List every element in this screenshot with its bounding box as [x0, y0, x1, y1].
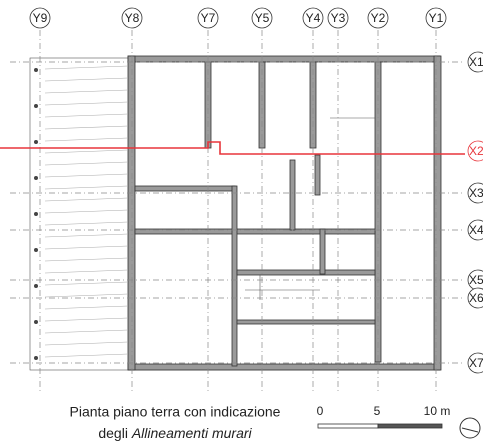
scale-label: 10 m: [424, 404, 451, 418]
pillar: [34, 248, 38, 252]
wall: [434, 56, 441, 370]
hatch-line: [45, 198, 128, 201]
hatch-line: [45, 150, 128, 153]
axis-label: Y9: [33, 11, 48, 25]
axis-label: Y8: [125, 11, 140, 25]
pillar: [34, 356, 38, 360]
north-arrow: [462, 428, 478, 432]
hatch-line: [45, 270, 128, 273]
wall: [290, 160, 295, 230]
hatch-line: [45, 318, 128, 321]
caption-text: degli: [98, 425, 128, 441]
hatch-line: [45, 342, 128, 345]
hatch-line: [45, 306, 128, 309]
wall: [128, 364, 440, 370]
axis-label: X1: [469, 55, 483, 69]
axis-label: X5: [469, 273, 483, 287]
scale-bar: 0 5 10 m: [317, 404, 480, 438]
hatch-line: [45, 354, 128, 357]
hatch-line: [45, 330, 128, 333]
caption-italic: Allineamenti murari: [131, 425, 253, 441]
axis-label: Y1: [429, 11, 444, 25]
axis-labels: Y9 Y8 Y7 Y5 Y4 Y3 Y2 Y1 X1 X2 X3 X4 X5 X6 X7: [30, 8, 483, 373]
axis-label: X2: [469, 144, 483, 158]
scale-label: 5: [374, 404, 381, 418]
wall: [237, 270, 375, 275]
hatch-line: [45, 114, 128, 117]
pillar: [34, 140, 38, 144]
hatch-line: [45, 222, 128, 225]
hatch-line: [45, 138, 128, 141]
hatch-line: [45, 90, 128, 93]
hatch-line: [45, 66, 128, 69]
axis-label: X6: [469, 291, 483, 305]
hatch-line: [45, 162, 128, 165]
hatch-line: [45, 78, 128, 81]
hatch-line: [45, 246, 128, 249]
grid: [10, 30, 465, 392]
hatch-line: [45, 126, 128, 129]
pillar: [34, 104, 38, 108]
wall: [320, 229, 325, 274]
hatch-line: [45, 258, 128, 261]
portico-hatch: [34, 66, 128, 360]
wall: [232, 186, 237, 366]
axis-label: X3: [469, 186, 483, 200]
scale-label: 0: [317, 404, 324, 418]
scale-segment: [318, 424, 378, 428]
axis-label: Y4: [306, 11, 321, 25]
axis-label: X4: [469, 223, 483, 237]
wall: [135, 186, 235, 191]
caption: degli Allineamenti murari: [98, 425, 252, 441]
floor-plan: Y9 Y8 Y7 Y5 Y4 Y3 Y2 Y1 X1 X2 X3 X4 X5 X6 X7 Pianta pi…: [0, 0, 483, 447]
axis-label: X7: [469, 356, 483, 370]
pillar: [34, 68, 38, 72]
hatch-line: [45, 234, 128, 237]
scale-segment: [378, 424, 442, 428]
pillar: [34, 284, 38, 288]
hatch-line: [45, 186, 128, 189]
axis-label: Y7: [201, 11, 216, 25]
hatch-line: [45, 282, 128, 285]
hatch-line: [45, 294, 128, 297]
hatch-line: [45, 102, 128, 105]
wall: [315, 155, 320, 195]
wall: [128, 56, 135, 370]
hatch-line: [45, 174, 128, 177]
axis-label: Y2: [371, 11, 386, 25]
axis-label: Y5: [255, 11, 270, 25]
wall: [128, 56, 440, 62]
pillar: [34, 320, 38, 324]
wall: [237, 320, 375, 324]
pillar: [34, 212, 38, 216]
hatch-line: [45, 210, 128, 213]
caption: Pianta piano terra con indicazione: [70, 404, 281, 420]
axis-label: Y3: [331, 11, 346, 25]
pillar: [34, 176, 38, 180]
